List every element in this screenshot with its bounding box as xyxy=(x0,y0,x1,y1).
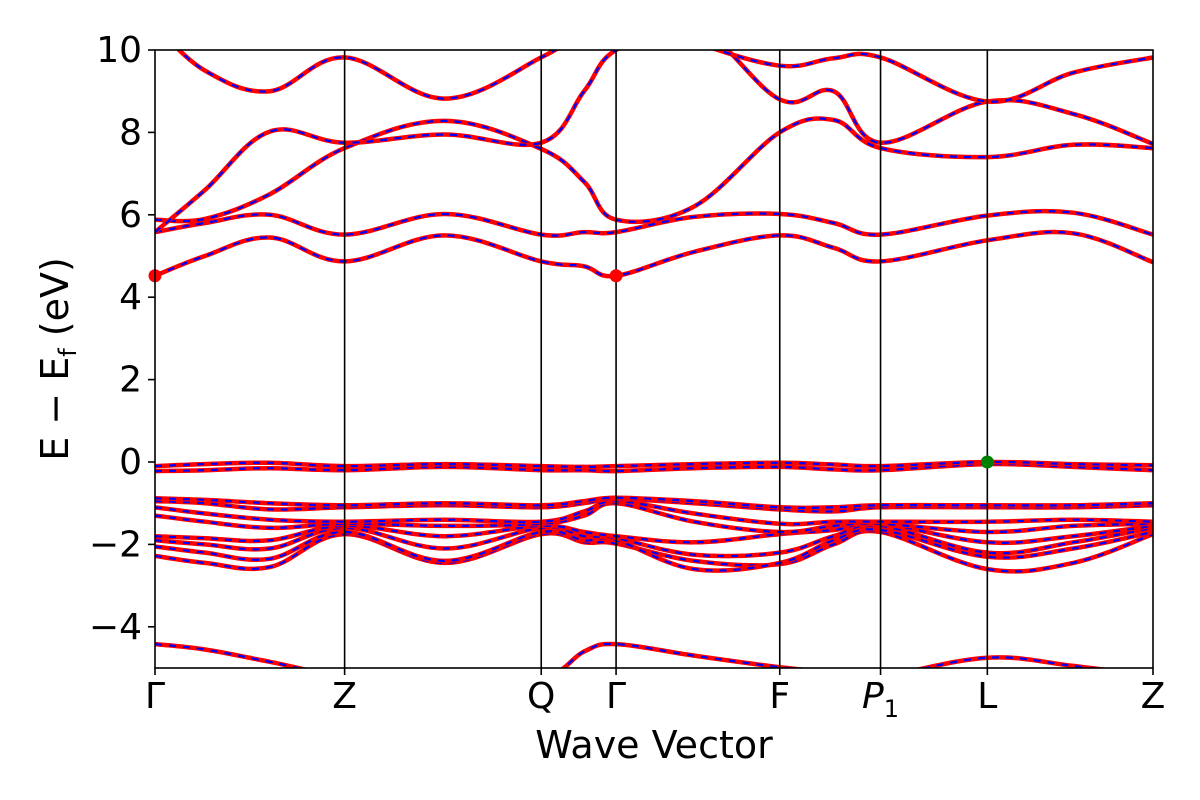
band-line-15 xyxy=(155,50,1153,234)
y-axis-label: E − Ef (eV) xyxy=(33,257,82,461)
x-tick-label-7: L xyxy=(977,676,997,717)
band-line-overlay-7 xyxy=(155,499,1153,526)
x-axis-label: Wave Vector xyxy=(535,723,773,767)
y-tick-label-5: 4 xyxy=(119,277,142,318)
x-tick-label-1: Γ xyxy=(145,676,165,717)
cbm-marker-2 xyxy=(609,269,623,283)
band-line-overlay-14 xyxy=(155,117,1153,223)
band-line-overlay-10 xyxy=(155,462,1153,473)
band-line-overlay-6 xyxy=(155,502,1153,534)
y-tick-label-7: 8 xyxy=(119,112,142,153)
y-axis-label-unit: (eV) xyxy=(33,257,77,348)
band-line-overlay-1 xyxy=(155,642,1100,668)
x-tick-label-5: F xyxy=(769,676,790,717)
plot-frame xyxy=(154,49,1154,669)
band-line-overlay-11 xyxy=(155,460,1153,469)
x-tick-label-2: Z xyxy=(332,676,357,717)
y-axis-label-sub: f xyxy=(54,348,82,357)
y-tick-label-2: −2 xyxy=(89,524,142,565)
y-tick-label-1: −4 xyxy=(89,607,142,648)
band-line-overlay-9 xyxy=(155,496,1153,509)
x-tick-label-3: Q xyxy=(527,676,555,717)
bands-layer xyxy=(155,50,1153,668)
band-line-overlay-16 xyxy=(177,50,1153,103)
kpoint-lines xyxy=(343,50,989,668)
x-tick-label-6: P1 xyxy=(862,676,899,723)
x-ticks: Γ Z Q Γ F P1 L Z xyxy=(145,668,1165,723)
x-tick-label-8: Z xyxy=(1141,676,1166,717)
y-ticks: −4 −2 0 2 4 6 8 10 xyxy=(89,30,155,648)
vbm-marker-3 xyxy=(980,455,994,469)
y-tick-label-3: 0 xyxy=(119,442,142,483)
y-tick-label-4: 2 xyxy=(119,360,142,401)
y-axis-label-main: E − E xyxy=(33,357,77,461)
x-tick-label-4: Γ xyxy=(606,676,626,717)
y-tick-label-8: 10 xyxy=(96,30,142,71)
y-tick-label-6: 6 xyxy=(119,195,142,236)
